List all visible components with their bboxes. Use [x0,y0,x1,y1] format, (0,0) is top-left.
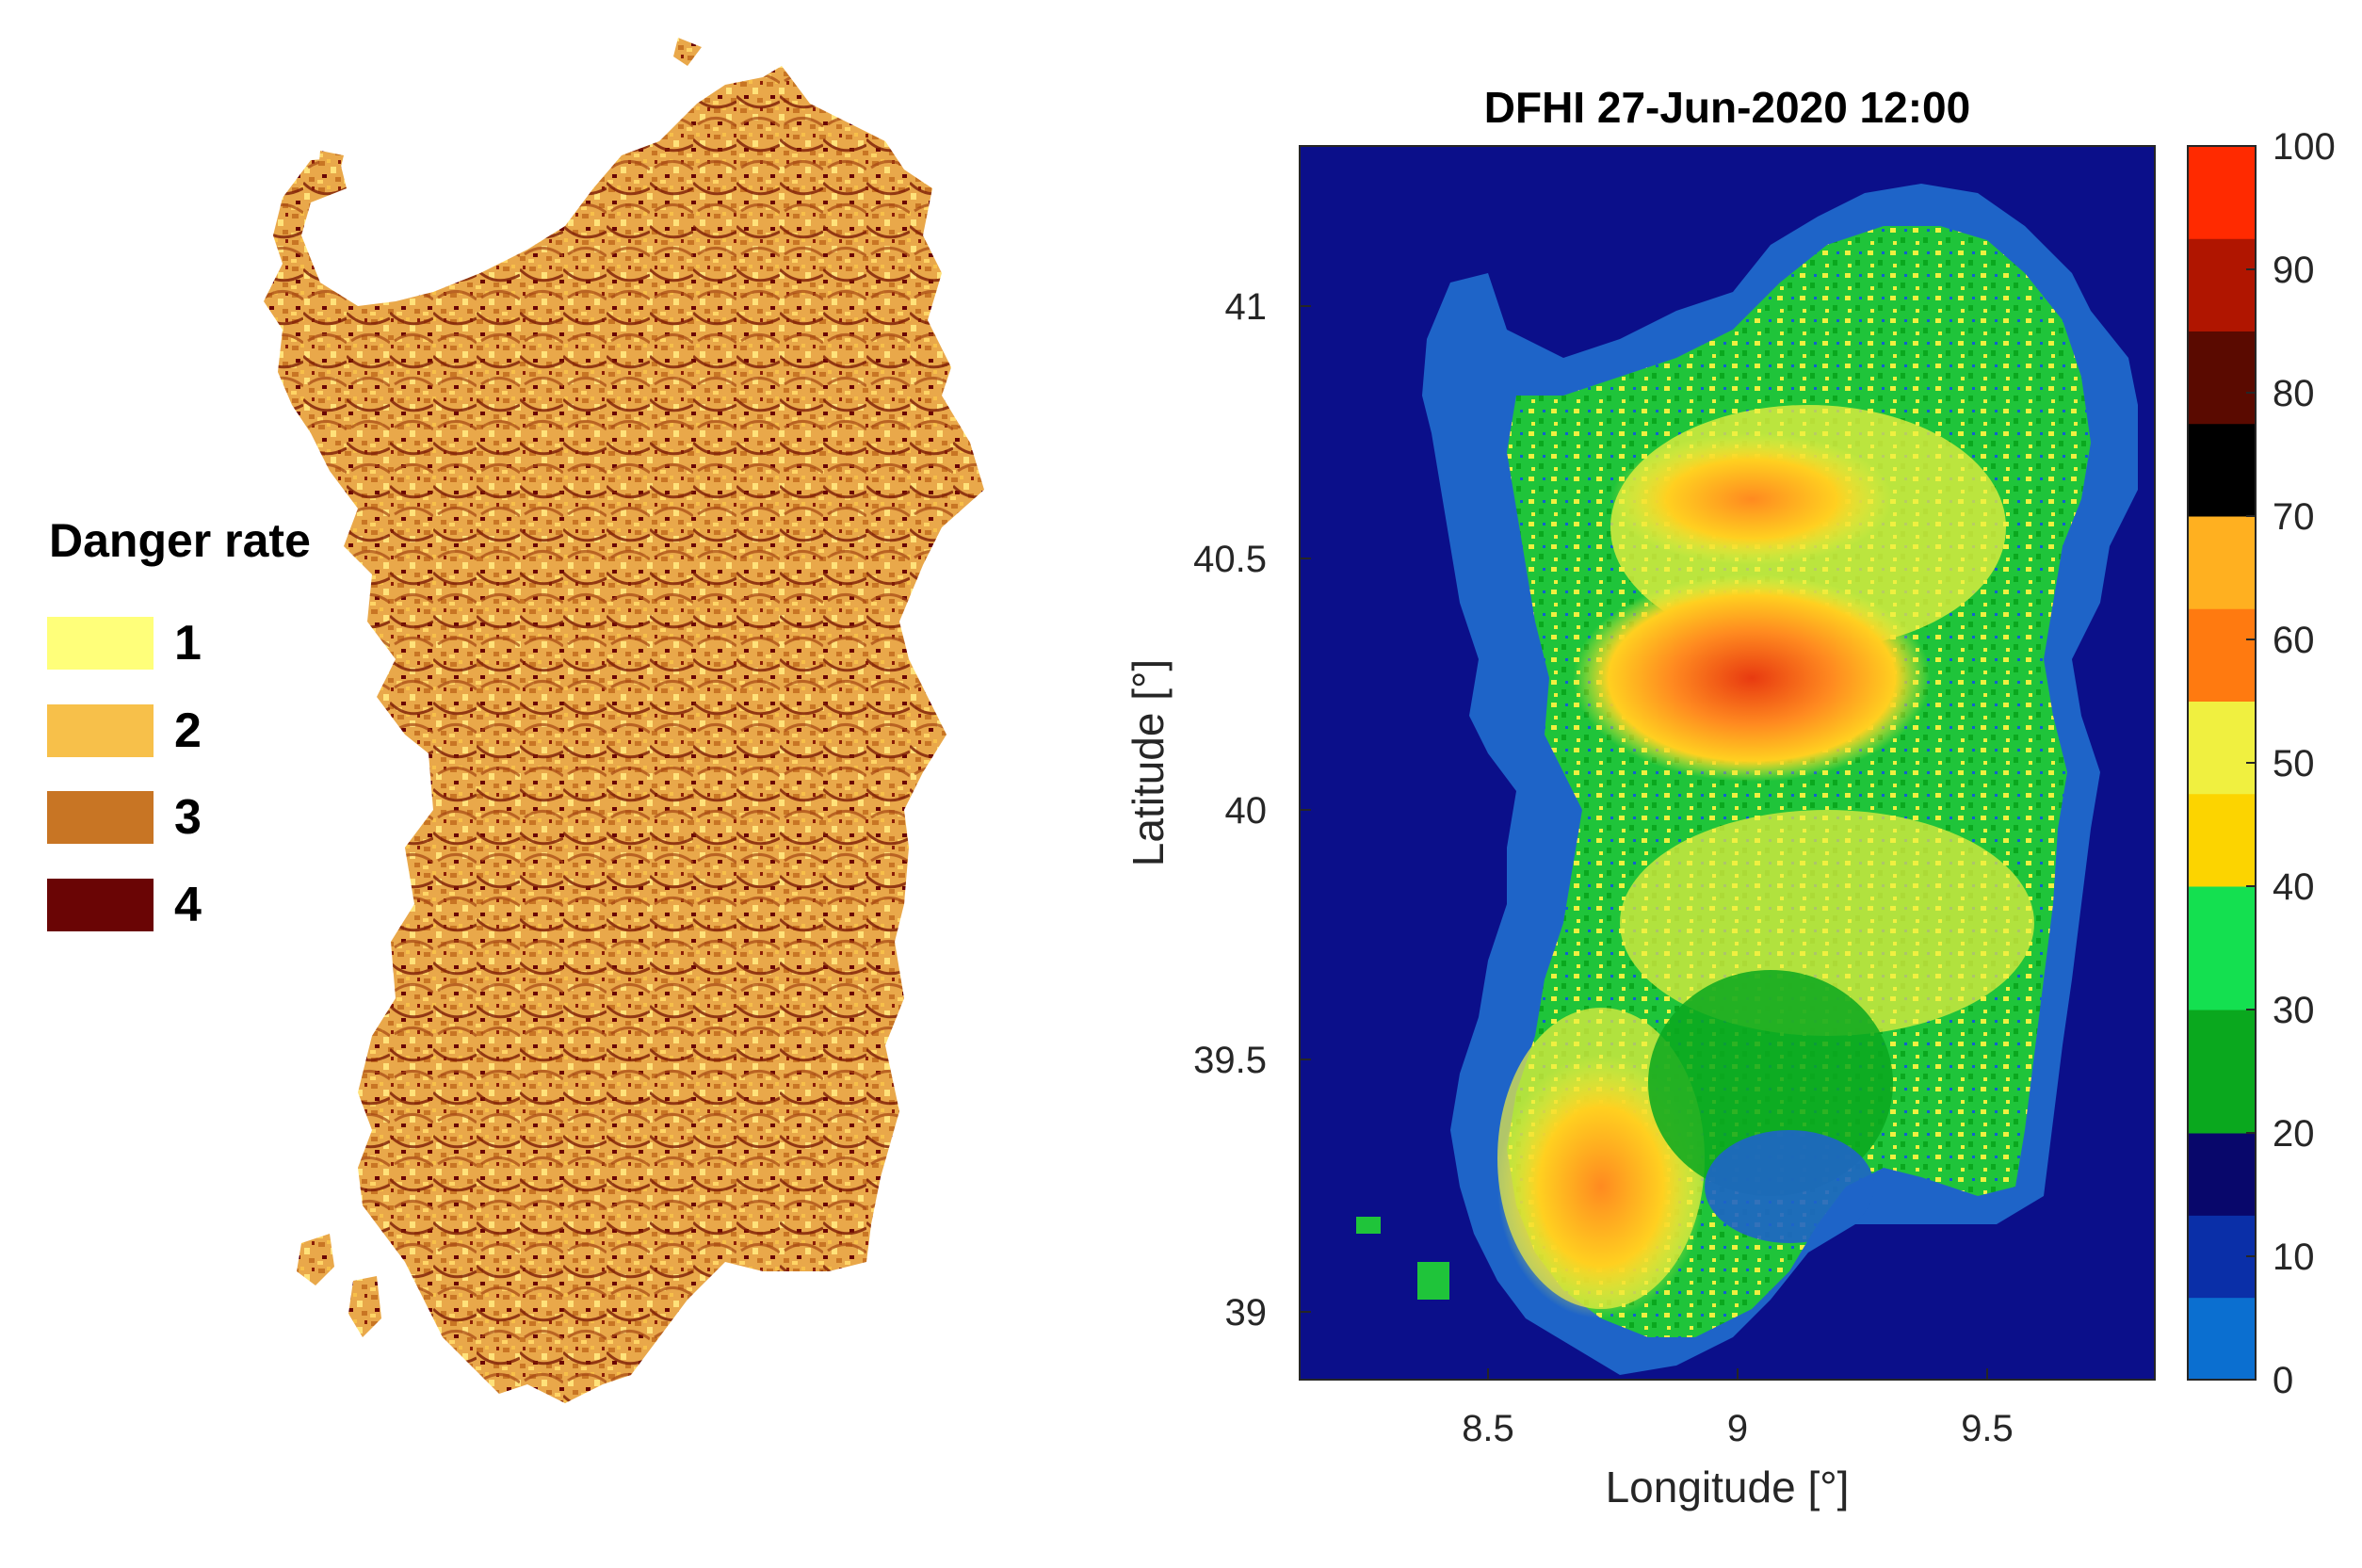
axes-frame [1299,145,2156,1381]
colorbar-band [2188,1133,2256,1216]
colorbar-band [2188,886,2256,1010]
x-axis-label: Longitude [°] [1606,1463,1850,1511]
dfhi-map-panel: DFHI 27-Jun-2020 12:00 8.5 9 9.5 41 40.5 40 3… [1074,0,2362,1563]
colorbar-band [2188,146,2256,239]
y-ticks: 41 40.5 40 39.5 39 [1193,286,1311,1334]
colorbar-band [2188,1010,2256,1134]
legend-swatch [47,704,154,757]
y-tick-label: 40 [1225,790,1268,832]
legend-label: 1 [174,616,202,671]
hot-spot-south [1497,1055,1705,1318]
map-title: DFHI 27-Jun-2020 12:00 [1484,83,1970,132]
colorbar-tick-label: 0 [2273,1360,2293,1401]
dfhi-map: DFHI 27-Jun-2020 12:00 8.5 9 9.5 41 40.5 40 3… [1124,83,2336,1511]
colorbar-tick-label: 20 [2273,1113,2315,1155]
danger-rate-map-panel: Danger rate 1 2 3 4 [0,0,1074,1563]
sardinia-texture-left [264,66,984,1403]
legend-swatch [47,879,154,931]
x-tick-label: 9 [1727,1408,1748,1449]
x-tick-label: 9.5 [1961,1408,2014,1449]
colorbar-ticks: 0 10 20 30 40 50 60 70 80 90 100 [2246,126,2336,1401]
island-sw-2 [1417,1262,1449,1300]
hot-spot-north [1610,433,1893,565]
colorbar-tick-label: 10 [2273,1237,2315,1278]
colorbar [2188,146,2256,1381]
island-sw-1 [297,1234,334,1285]
legend-title: Danger rate [49,514,311,567]
island-sw-1 [1356,1217,1381,1234]
colorbar-band [2188,331,2256,425]
legend-item-4: 4 [47,878,202,932]
y-tick-label: 39 [1225,1292,1268,1334]
y-tick-label: 39.5 [1193,1040,1267,1081]
legend-label: 4 [174,878,202,932]
legend-label: 3 [174,790,202,845]
legend-swatch [47,791,154,844]
colorbar-tick-label: 70 [2273,496,2315,538]
colorbar-band [2188,793,2256,887]
cool-bay-south [1705,1130,1874,1243]
colorbar-band [2188,608,2256,702]
colorbar-tick-label: 50 [2273,743,2315,784]
colorbar-band [2188,238,2256,331]
island-n [673,38,702,66]
island-nw [318,151,344,174]
island-sw-2 [348,1276,381,1337]
legend-item-3: 3 [47,790,202,845]
legend-item-1: 1 [47,616,202,671]
x-tick-label: 8.5 [1462,1408,1514,1449]
colorbar-band [2188,1215,2256,1299]
colorbar-tick-label: 60 [2273,620,2315,661]
colorbar-tick-label: 80 [2273,373,2315,414]
legend-swatch [47,617,154,670]
y-tick-label: 41 [1225,286,1268,328]
colorbar-band [2188,423,2256,517]
colorbar-tick-label: 40 [2273,866,2315,908]
colorbar-band [2188,701,2256,795]
legend-label: 2 [174,703,202,758]
y-tick-label: 40.5 [1193,539,1267,580]
colorbar-band [2188,516,2256,609]
colorbar-band [2188,1297,2256,1381]
legend-item-2: 2 [47,703,202,758]
x-ticks: 8.5 9 9.5 [1462,1368,2014,1449]
y-axis-label: Latitude [°] [1124,659,1173,866]
hot-spot-center [1573,574,1931,782]
colorbar-tick-label: 30 [2273,990,2315,1031]
colorbar-tick-label: 100 [2273,126,2336,168]
colorbar-tick-label: 90 [2273,250,2315,291]
danger-rate-map [264,38,984,1403]
